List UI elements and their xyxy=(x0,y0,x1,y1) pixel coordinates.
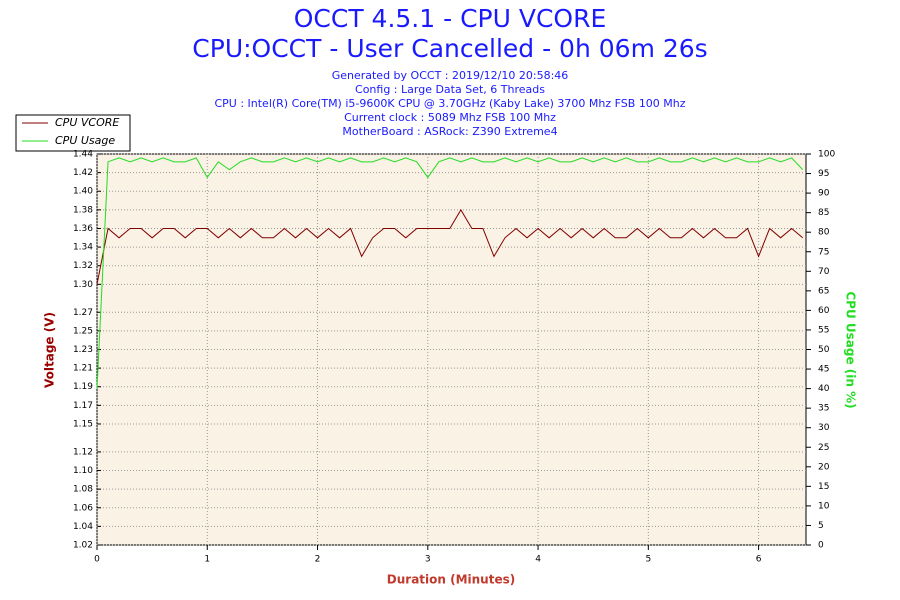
y-tick-label: 1.40 xyxy=(73,187,93,197)
info-line: Config : Large Data Set, 6 Threads xyxy=(355,83,545,96)
y-tick-label: 1.32 xyxy=(73,261,93,271)
info-line: MotherBoard : ASRock: Z390 Extreme4 xyxy=(342,125,557,138)
y2-tick-label: 65 xyxy=(818,286,829,296)
legend-label: CPU Usage xyxy=(55,134,115,147)
y2-tick-label: 30 xyxy=(818,423,830,433)
series-line xyxy=(96,208,804,285)
info-line: Current clock : 5089 Mhz FSB 100 Mhz xyxy=(344,111,556,124)
y2-tick-label: 40 xyxy=(818,384,830,394)
y2-tick-label: 5 xyxy=(818,521,824,531)
y-tick-label: 1.23 xyxy=(73,345,93,355)
y2-tick-label: 45 xyxy=(818,365,829,375)
chart-subtitle: CPU:OCCT - User Cancelled - 0h 06m 26s xyxy=(192,34,707,63)
y2-tick-label: 70 xyxy=(818,267,830,277)
y-tick-label: 1.02 xyxy=(73,541,93,551)
y-tick-label: 1.21 xyxy=(73,364,93,374)
info-line: Generated by OCCT : 2019/12/10 20:58:46 xyxy=(332,69,569,82)
y-tick-label: 1.06 xyxy=(73,503,93,513)
y-tick-label: 1.19 xyxy=(73,382,93,392)
y2-tick-label: 95 xyxy=(818,169,829,179)
y2-tick-label: 85 xyxy=(818,208,829,218)
y2-tick-label: 80 xyxy=(818,228,830,238)
y-tick-label: 1.44 xyxy=(73,150,93,160)
y-tick-label: 1.30 xyxy=(73,280,93,290)
y-axis-label: Voltage (V) xyxy=(43,312,57,388)
x-tick-label: 2 xyxy=(315,555,321,565)
y2-axis-label: CPU Usage (in %) xyxy=(844,291,858,408)
series-line xyxy=(96,157,804,389)
x-tick-label: 6 xyxy=(756,555,762,565)
x-tick-label: 3 xyxy=(425,555,431,565)
y2-tick-label: 60 xyxy=(818,306,830,316)
y2-tick-label: 75 xyxy=(818,247,829,257)
y-tick-label: 1.25 xyxy=(73,326,93,336)
y2-tick-label: 100 xyxy=(818,150,835,160)
y-tick-label: 1.27 xyxy=(73,308,93,318)
y-tick-label: 1.04 xyxy=(73,522,93,532)
y-tick-label: 1.36 xyxy=(73,224,93,234)
chart-title: OCCT 4.5.1 - CPU VCORE xyxy=(294,4,607,33)
y2-tick-label: 35 xyxy=(818,404,829,414)
y-tick-label: 1.38 xyxy=(73,205,93,215)
info-line: CPU : Intel(R) Core(TM) i5-9600K CPU @ 3… xyxy=(214,97,685,110)
y2-tick-label: 15 xyxy=(818,482,829,492)
y-tick-label: 1.10 xyxy=(73,466,93,476)
x-tick-label: 5 xyxy=(645,555,651,565)
y2-tick-label: 25 xyxy=(818,443,829,453)
x-tick-label: 1 xyxy=(204,555,210,565)
x-tick-label: 4 xyxy=(535,555,541,565)
x-tick-label: 0 xyxy=(94,555,100,565)
y2-tick-label: 0 xyxy=(818,541,824,551)
y-tick-label: 1.08 xyxy=(73,485,93,495)
y-tick-label: 1.42 xyxy=(73,168,93,178)
y2-tick-label: 20 xyxy=(818,462,830,472)
y-tick-label: 1.12 xyxy=(73,447,93,457)
legend-label: CPU VCORE xyxy=(55,116,119,129)
y-tick-label: 1.15 xyxy=(73,419,93,429)
legend xyxy=(15,114,131,152)
x-axis-label: Duration (Minutes) xyxy=(387,573,515,587)
y2-tick-label: 50 xyxy=(818,345,830,355)
y-tick-label: 1.17 xyxy=(73,401,93,411)
y2-tick-label: 55 xyxy=(818,325,829,335)
y2-tick-label: 10 xyxy=(818,501,830,511)
y2-tick-label: 90 xyxy=(818,189,830,199)
y-tick-label: 1.34 xyxy=(73,243,93,253)
